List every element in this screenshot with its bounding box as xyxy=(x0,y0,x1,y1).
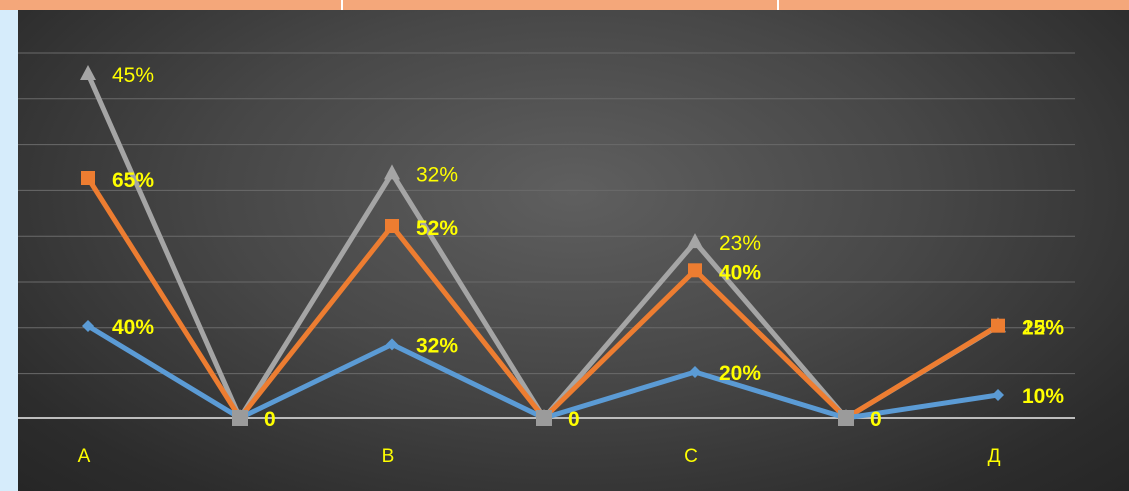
top-band xyxy=(0,0,1129,10)
data-point-marker xyxy=(536,410,552,426)
data-label: 12% xyxy=(1022,316,1064,339)
data-label: 20% xyxy=(719,362,761,385)
data-label: 0 xyxy=(264,408,276,431)
data-point-marker xyxy=(82,320,94,332)
data-point-marker xyxy=(992,389,1004,401)
data-label: 65% xyxy=(112,169,154,192)
data-label: 32% xyxy=(416,163,458,186)
data-point-marker xyxy=(232,410,248,426)
data-label: 52% xyxy=(416,217,458,240)
data-label: 0 xyxy=(568,408,580,431)
x-tick-label: В xyxy=(382,446,395,467)
x-tick-label: Д xyxy=(988,446,1001,467)
data-point-marker xyxy=(384,164,400,180)
data-point-marker xyxy=(991,318,1005,333)
top-band-separator xyxy=(341,0,343,10)
data-point-marker xyxy=(385,219,399,233)
left-band xyxy=(0,10,18,491)
series-line xyxy=(85,71,1001,421)
series-line xyxy=(85,323,1001,421)
data-point-marker xyxy=(687,233,703,249)
data-label: 0 xyxy=(870,408,882,431)
top-band-separator xyxy=(777,0,779,10)
x-tick-label: С xyxy=(684,446,698,467)
data-point-marker xyxy=(688,263,702,278)
data-label: 23% xyxy=(719,232,761,255)
data-label: 40% xyxy=(112,316,154,339)
data-label: 40% xyxy=(719,261,761,284)
data-point-marker xyxy=(689,366,701,378)
data-label: 25% xyxy=(1022,317,1064,340)
data-point-marker xyxy=(80,65,96,80)
data-label: 10% xyxy=(1022,385,1064,408)
data-label: 45% xyxy=(112,64,154,87)
x-tick-label: А xyxy=(78,446,91,467)
data-point-marker xyxy=(386,338,398,351)
data-label: 32% xyxy=(416,334,458,357)
data-point-marker xyxy=(81,171,95,185)
data-point-marker xyxy=(838,410,854,426)
